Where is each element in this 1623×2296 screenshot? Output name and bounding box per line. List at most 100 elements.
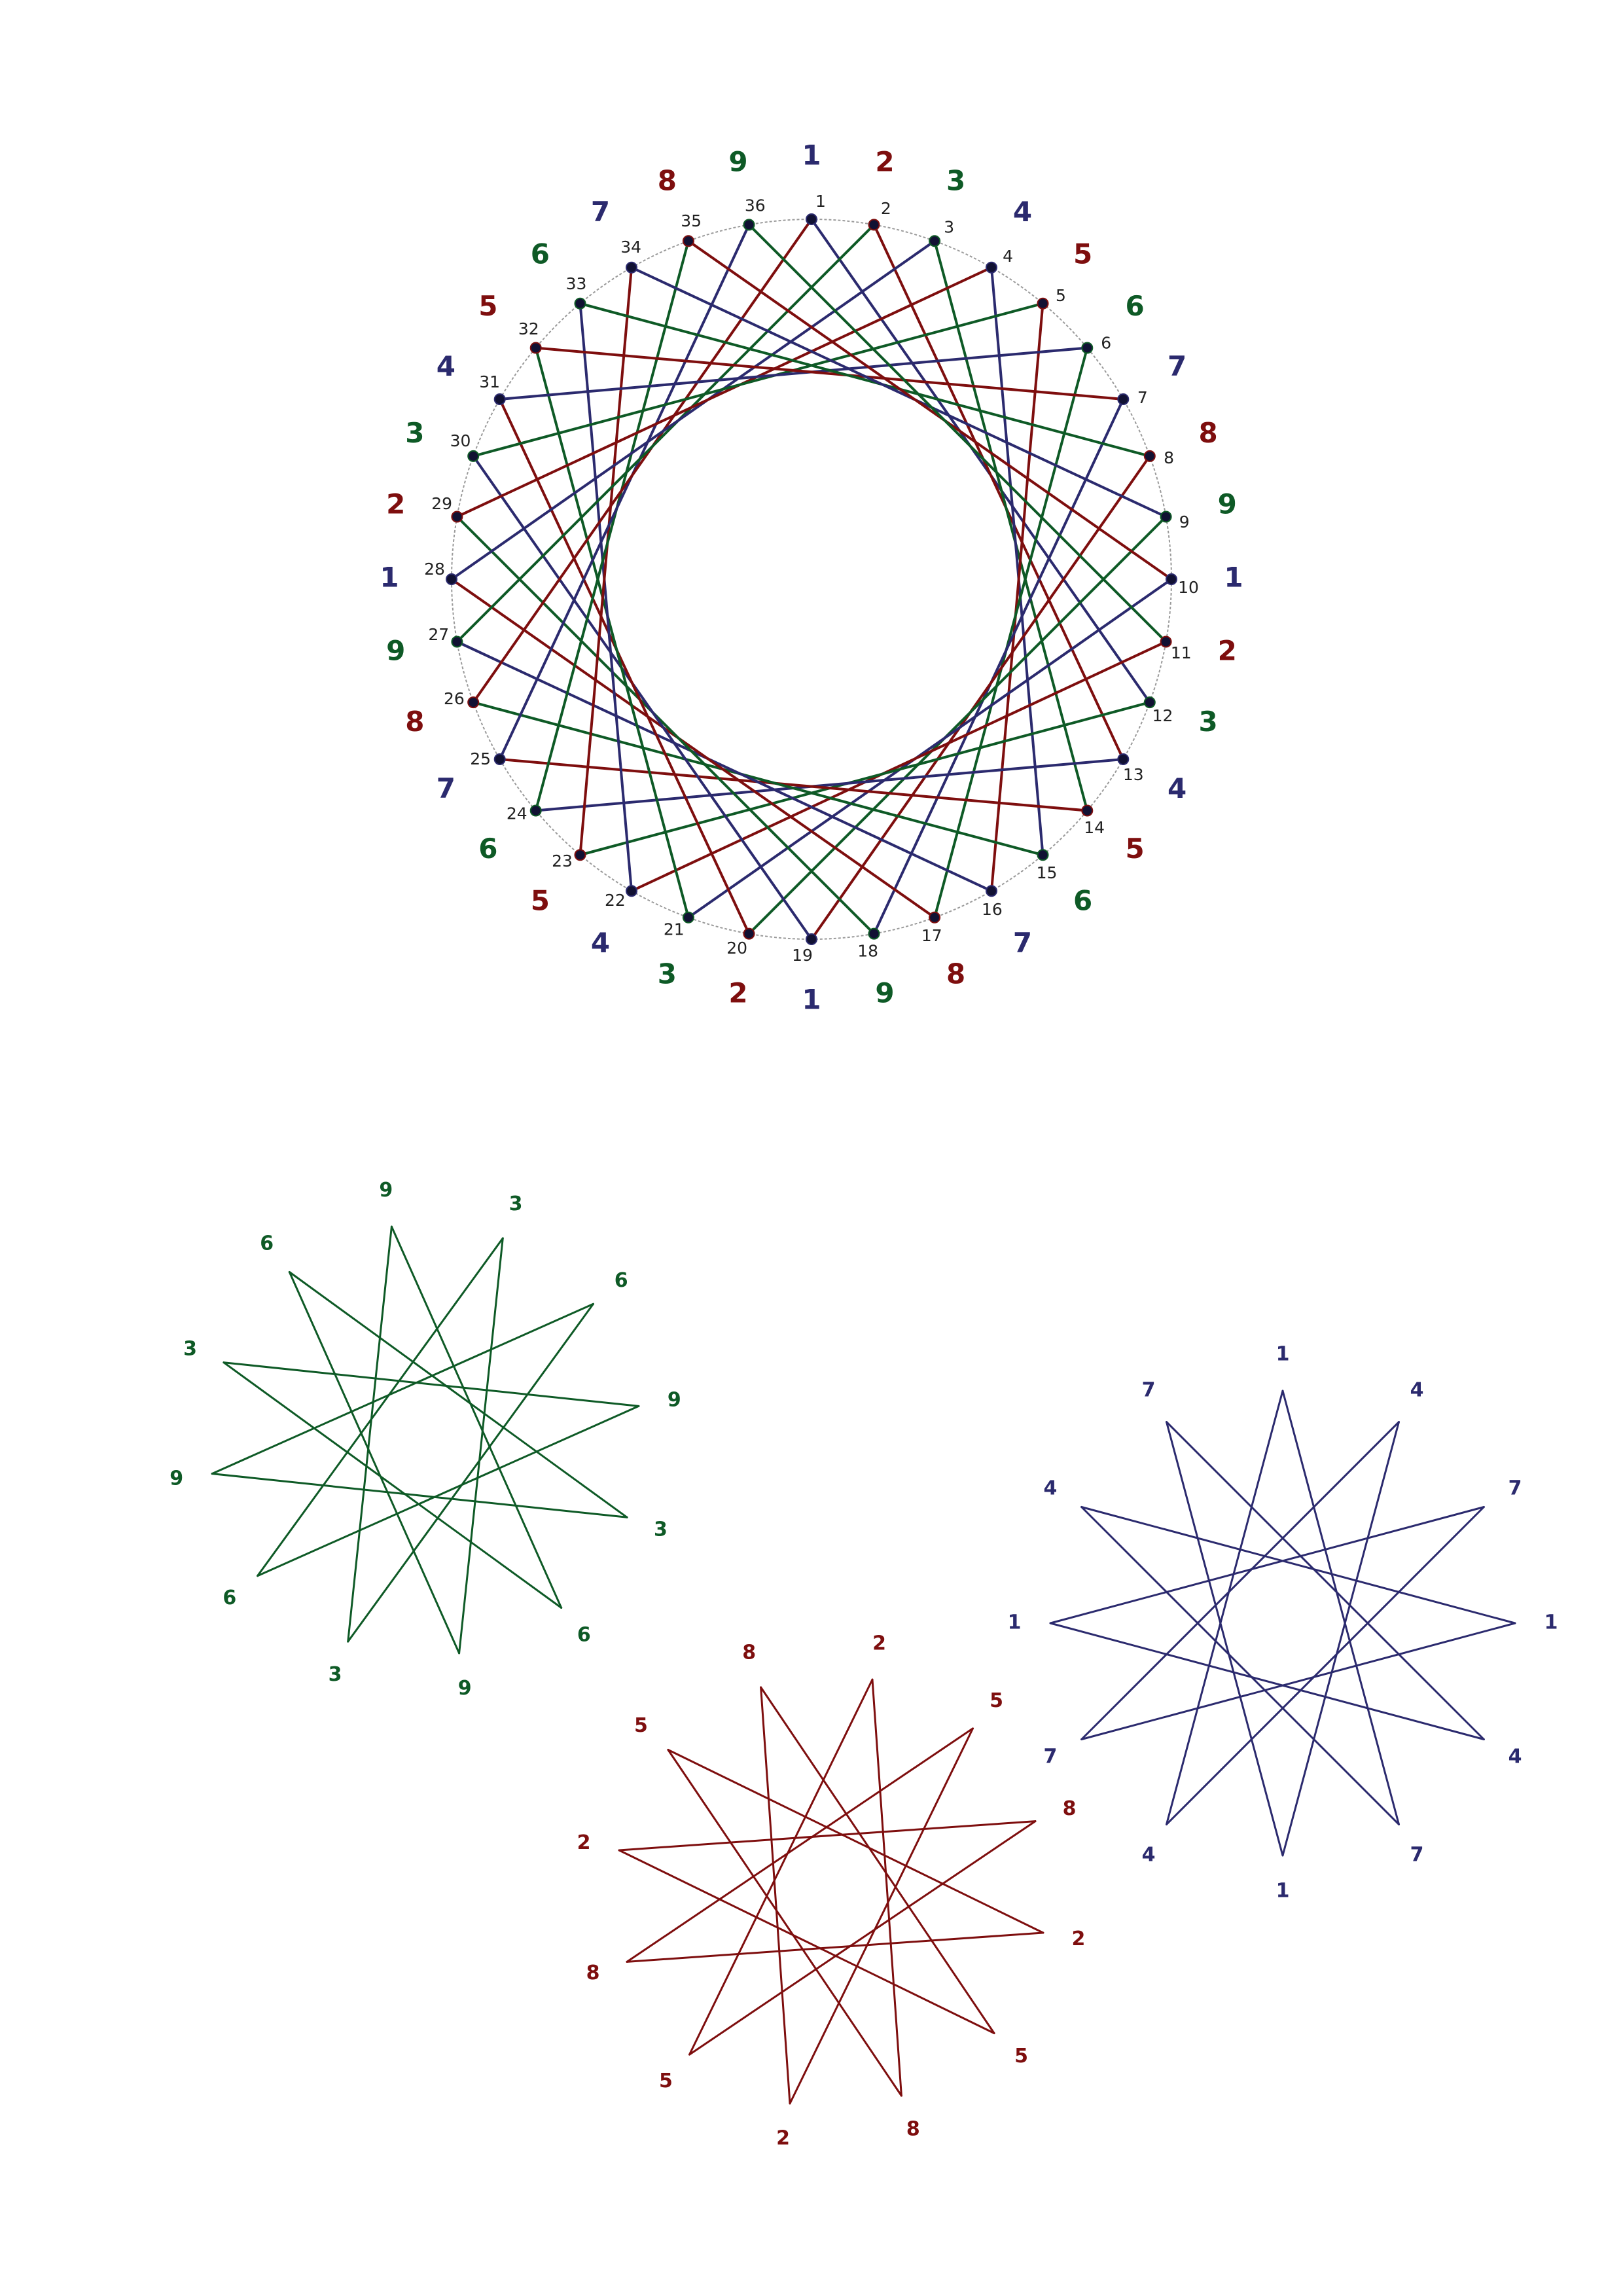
wheel-index-label: 17 [921,926,942,945]
star-edge [1281,1390,1400,1825]
wheel-point [446,573,457,585]
wheel-point [451,511,463,523]
star-edge [1080,1622,1516,1740]
star-edge [688,1678,874,2056]
wheel-digit-label: 5 [1125,833,1144,865]
wheel-digit-label: 3 [658,958,677,990]
star-edge [1166,1506,1485,1825]
wheel-point [451,636,463,648]
wheel-point [743,927,755,940]
star-vertex-label: 4 [1043,1477,1057,1500]
star-edge [1166,1390,1284,1825]
star-edge [1049,1622,1485,1740]
wheel-digit-label: 6 [1125,290,1144,322]
wheel-point [1037,297,1049,310]
wheel-digit-label: 4 [591,927,610,959]
star-vertex-label: 3 [509,1193,523,1215]
wheel-index-label: 25 [470,749,491,768]
wheel-index-label: 6 [1101,334,1111,353]
wheel-chord [534,758,1125,812]
star-edge [1166,1421,1284,1857]
star-vertex-label: 9 [668,1388,681,1411]
wheel-digit-label: 7 [1013,927,1032,959]
wheel-index-label: 9 [1179,512,1190,531]
wheel-point [529,342,542,354]
wheel-digit-label: 8 [405,706,424,738]
wheel-chord [872,223,1125,761]
wheel-chord [455,223,876,643]
wheel-digit-label: 7 [591,196,610,228]
wheel-index-label: 18 [857,942,878,961]
wheel-index-label: 15 [1037,863,1058,882]
star-edge [667,1749,902,2097]
wheel-digit-label: 9 [386,635,405,667]
wheel-index-label: 22 [605,891,626,910]
wheel-point [1160,511,1172,523]
wheel-digit-label: 5 [1073,238,1092,270]
main-index-labels: 1 234567891011121314151617181920212223242… [424,192,1199,965]
wheel-index-label: 19 [792,946,813,965]
wheel-index-label: 3 [944,218,954,237]
wheel-digit-label: 6 [531,238,550,270]
wheel-index-label: 29 [431,494,452,513]
star-vertex-label: 6 [223,1587,236,1609]
star-vertex-label: 3 [329,1663,342,1686]
star-vertex-label: 8 [906,2118,920,2141]
star-edge [618,1820,1037,1852]
wheel-digit-label: 6 [1073,885,1092,917]
wheel-index-label: 27 [428,625,449,644]
wheel-chord [579,701,1151,857]
star-edge [871,1678,902,2097]
wheel-index-label: 30 [450,431,471,450]
wheel-digit-label: 7 [1168,350,1186,382]
wheel-chord [534,240,690,812]
main-points [446,213,1177,945]
wheel-digit-label: 9 [875,977,894,1009]
wheel-digit-label: 1 [1224,562,1243,594]
wheel-point [529,804,542,817]
wheel-chord [747,515,1168,935]
wheel-chord [455,515,876,935]
star-edge [789,1727,974,2105]
wheel-index-label: 16 [982,900,1003,919]
star-edge [1166,1421,1485,1740]
wheel-chord [579,302,633,893]
star-vertex-label: 5 [659,2070,673,2092]
wheel-chord [579,302,1151,457]
main-wheel: 1 234567891011121314151617181920212223242… [380,139,1243,1016]
wheel-index-label: 14 [1084,818,1105,837]
star-vertex-label: 2 [577,1831,591,1854]
wheel-point [574,849,586,861]
wheel-index-label: 34 [620,238,641,257]
wheel-chord [498,346,1089,401]
wheel-chord [990,266,1044,857]
wheel-chord [687,578,1173,919]
star-edge [347,1225,393,1643]
star-vertex-label: 4 [1410,1378,1424,1401]
wheel-chord [450,240,936,581]
wheel-chord [455,640,993,893]
wheel-chord [747,223,1168,643]
wheel-digit-label: 3 [946,164,965,196]
wheel-chord [579,266,633,857]
wheel-index-label: 31 [479,372,500,391]
wheel-chord [990,302,1044,893]
star-edge [1281,1421,1400,1857]
wheel-index-label: 8 [1164,448,1174,467]
wheel-point [806,933,817,945]
wheel-chord [872,398,1125,935]
star-vertex-label: 5 [634,1714,648,1737]
wheel-point [467,450,480,462]
wheel-digit-label: 3 [1198,706,1217,738]
star-vertex-label: 1 [1544,1611,1558,1634]
wheel-point [1160,636,1172,648]
wheel-index-label: 12 [1152,706,1173,725]
star-edge [288,1271,628,1518]
wheel-chord [498,223,751,761]
star-vertex-label: 2 [872,1632,886,1655]
wheel-chord [810,218,1151,704]
star-edge [288,1271,461,1655]
main-chords [450,218,1173,941]
star-edge [760,1686,791,2105]
star-vertex-label: 7 [1043,1746,1057,1768]
